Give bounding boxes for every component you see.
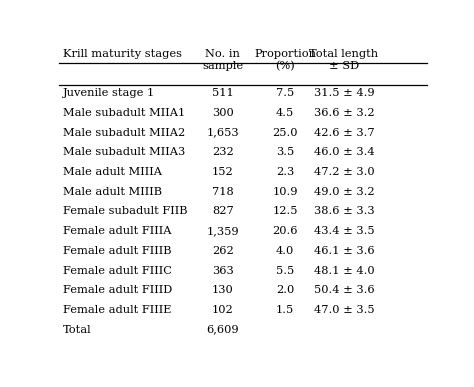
Text: Female adult FIIIB: Female adult FIIIB bbox=[63, 246, 172, 256]
Text: 232: 232 bbox=[212, 147, 234, 157]
Text: Male adult MIIIA: Male adult MIIIA bbox=[63, 167, 162, 177]
Text: 2.3: 2.3 bbox=[276, 167, 294, 177]
Text: Total: Total bbox=[63, 325, 91, 335]
Text: 718: 718 bbox=[212, 187, 234, 197]
Text: 31.5 ± 4.9: 31.5 ± 4.9 bbox=[314, 88, 374, 98]
Text: 46.0 ± 3.4: 46.0 ± 3.4 bbox=[314, 147, 374, 157]
Text: 511: 511 bbox=[212, 88, 234, 98]
Text: 130: 130 bbox=[212, 285, 234, 295]
Text: 7.5: 7.5 bbox=[276, 88, 294, 98]
Text: 300: 300 bbox=[212, 108, 234, 118]
Text: 2.0: 2.0 bbox=[276, 285, 294, 295]
Text: 42.6 ± 3.7: 42.6 ± 3.7 bbox=[314, 128, 374, 138]
Text: 1,359: 1,359 bbox=[206, 226, 239, 236]
Text: Female adult FIIID: Female adult FIIID bbox=[63, 285, 172, 295]
Text: Total length
± SD: Total length ± SD bbox=[310, 50, 379, 71]
Text: Krill maturity stages: Krill maturity stages bbox=[63, 50, 182, 60]
Text: 50.4 ± 3.6: 50.4 ± 3.6 bbox=[314, 285, 374, 295]
Text: 3.5: 3.5 bbox=[276, 147, 294, 157]
Text: 36.6 ± 3.2: 36.6 ± 3.2 bbox=[314, 108, 374, 118]
Text: 12.5: 12.5 bbox=[273, 206, 298, 216]
Text: No. in
sample: No. in sample bbox=[202, 50, 243, 71]
Text: 47.2 ± 3.0: 47.2 ± 3.0 bbox=[314, 167, 374, 177]
Text: 46.1 ± 3.6: 46.1 ± 3.6 bbox=[314, 246, 374, 256]
Text: 47.0 ± 3.5: 47.0 ± 3.5 bbox=[314, 305, 374, 315]
Text: 827: 827 bbox=[212, 206, 234, 216]
Text: Male subadult MIIA3: Male subadult MIIA3 bbox=[63, 147, 185, 157]
Text: 43.4 ± 3.5: 43.4 ± 3.5 bbox=[314, 226, 374, 236]
Text: Juvenile stage 1: Juvenile stage 1 bbox=[63, 88, 155, 98]
Text: 48.1 ± 4.0: 48.1 ± 4.0 bbox=[314, 265, 374, 276]
Text: Male subadult MIIA2: Male subadult MIIA2 bbox=[63, 128, 185, 138]
Text: Female adult FIIIE: Female adult FIIIE bbox=[63, 305, 171, 315]
Text: Male subadult MIIA1: Male subadult MIIA1 bbox=[63, 108, 185, 118]
Text: 20.6: 20.6 bbox=[273, 226, 298, 236]
Text: 1.5: 1.5 bbox=[276, 305, 294, 315]
Text: 152: 152 bbox=[212, 167, 234, 177]
Text: 102: 102 bbox=[212, 305, 234, 315]
Text: Female adult FIIIA: Female adult FIIIA bbox=[63, 226, 172, 236]
Text: 5.5: 5.5 bbox=[276, 265, 294, 276]
Text: Female adult FIIIC: Female adult FIIIC bbox=[63, 265, 172, 276]
Text: Female subadult FIIB: Female subadult FIIB bbox=[63, 206, 188, 216]
Text: 10.9: 10.9 bbox=[273, 187, 298, 197]
Text: 4.5: 4.5 bbox=[276, 108, 294, 118]
Text: Proportion
(%): Proportion (%) bbox=[254, 50, 316, 71]
Text: 363: 363 bbox=[212, 265, 234, 276]
Text: 6,609: 6,609 bbox=[206, 325, 239, 335]
Text: 25.0: 25.0 bbox=[273, 128, 298, 138]
Text: 1,653: 1,653 bbox=[206, 128, 239, 138]
Text: 4.0: 4.0 bbox=[276, 246, 294, 256]
Text: 262: 262 bbox=[212, 246, 234, 256]
Text: Male adult MIIIB: Male adult MIIIB bbox=[63, 187, 162, 197]
Text: 38.6 ± 3.3: 38.6 ± 3.3 bbox=[314, 206, 374, 216]
Text: 49.0 ± 3.2: 49.0 ± 3.2 bbox=[314, 187, 374, 197]
